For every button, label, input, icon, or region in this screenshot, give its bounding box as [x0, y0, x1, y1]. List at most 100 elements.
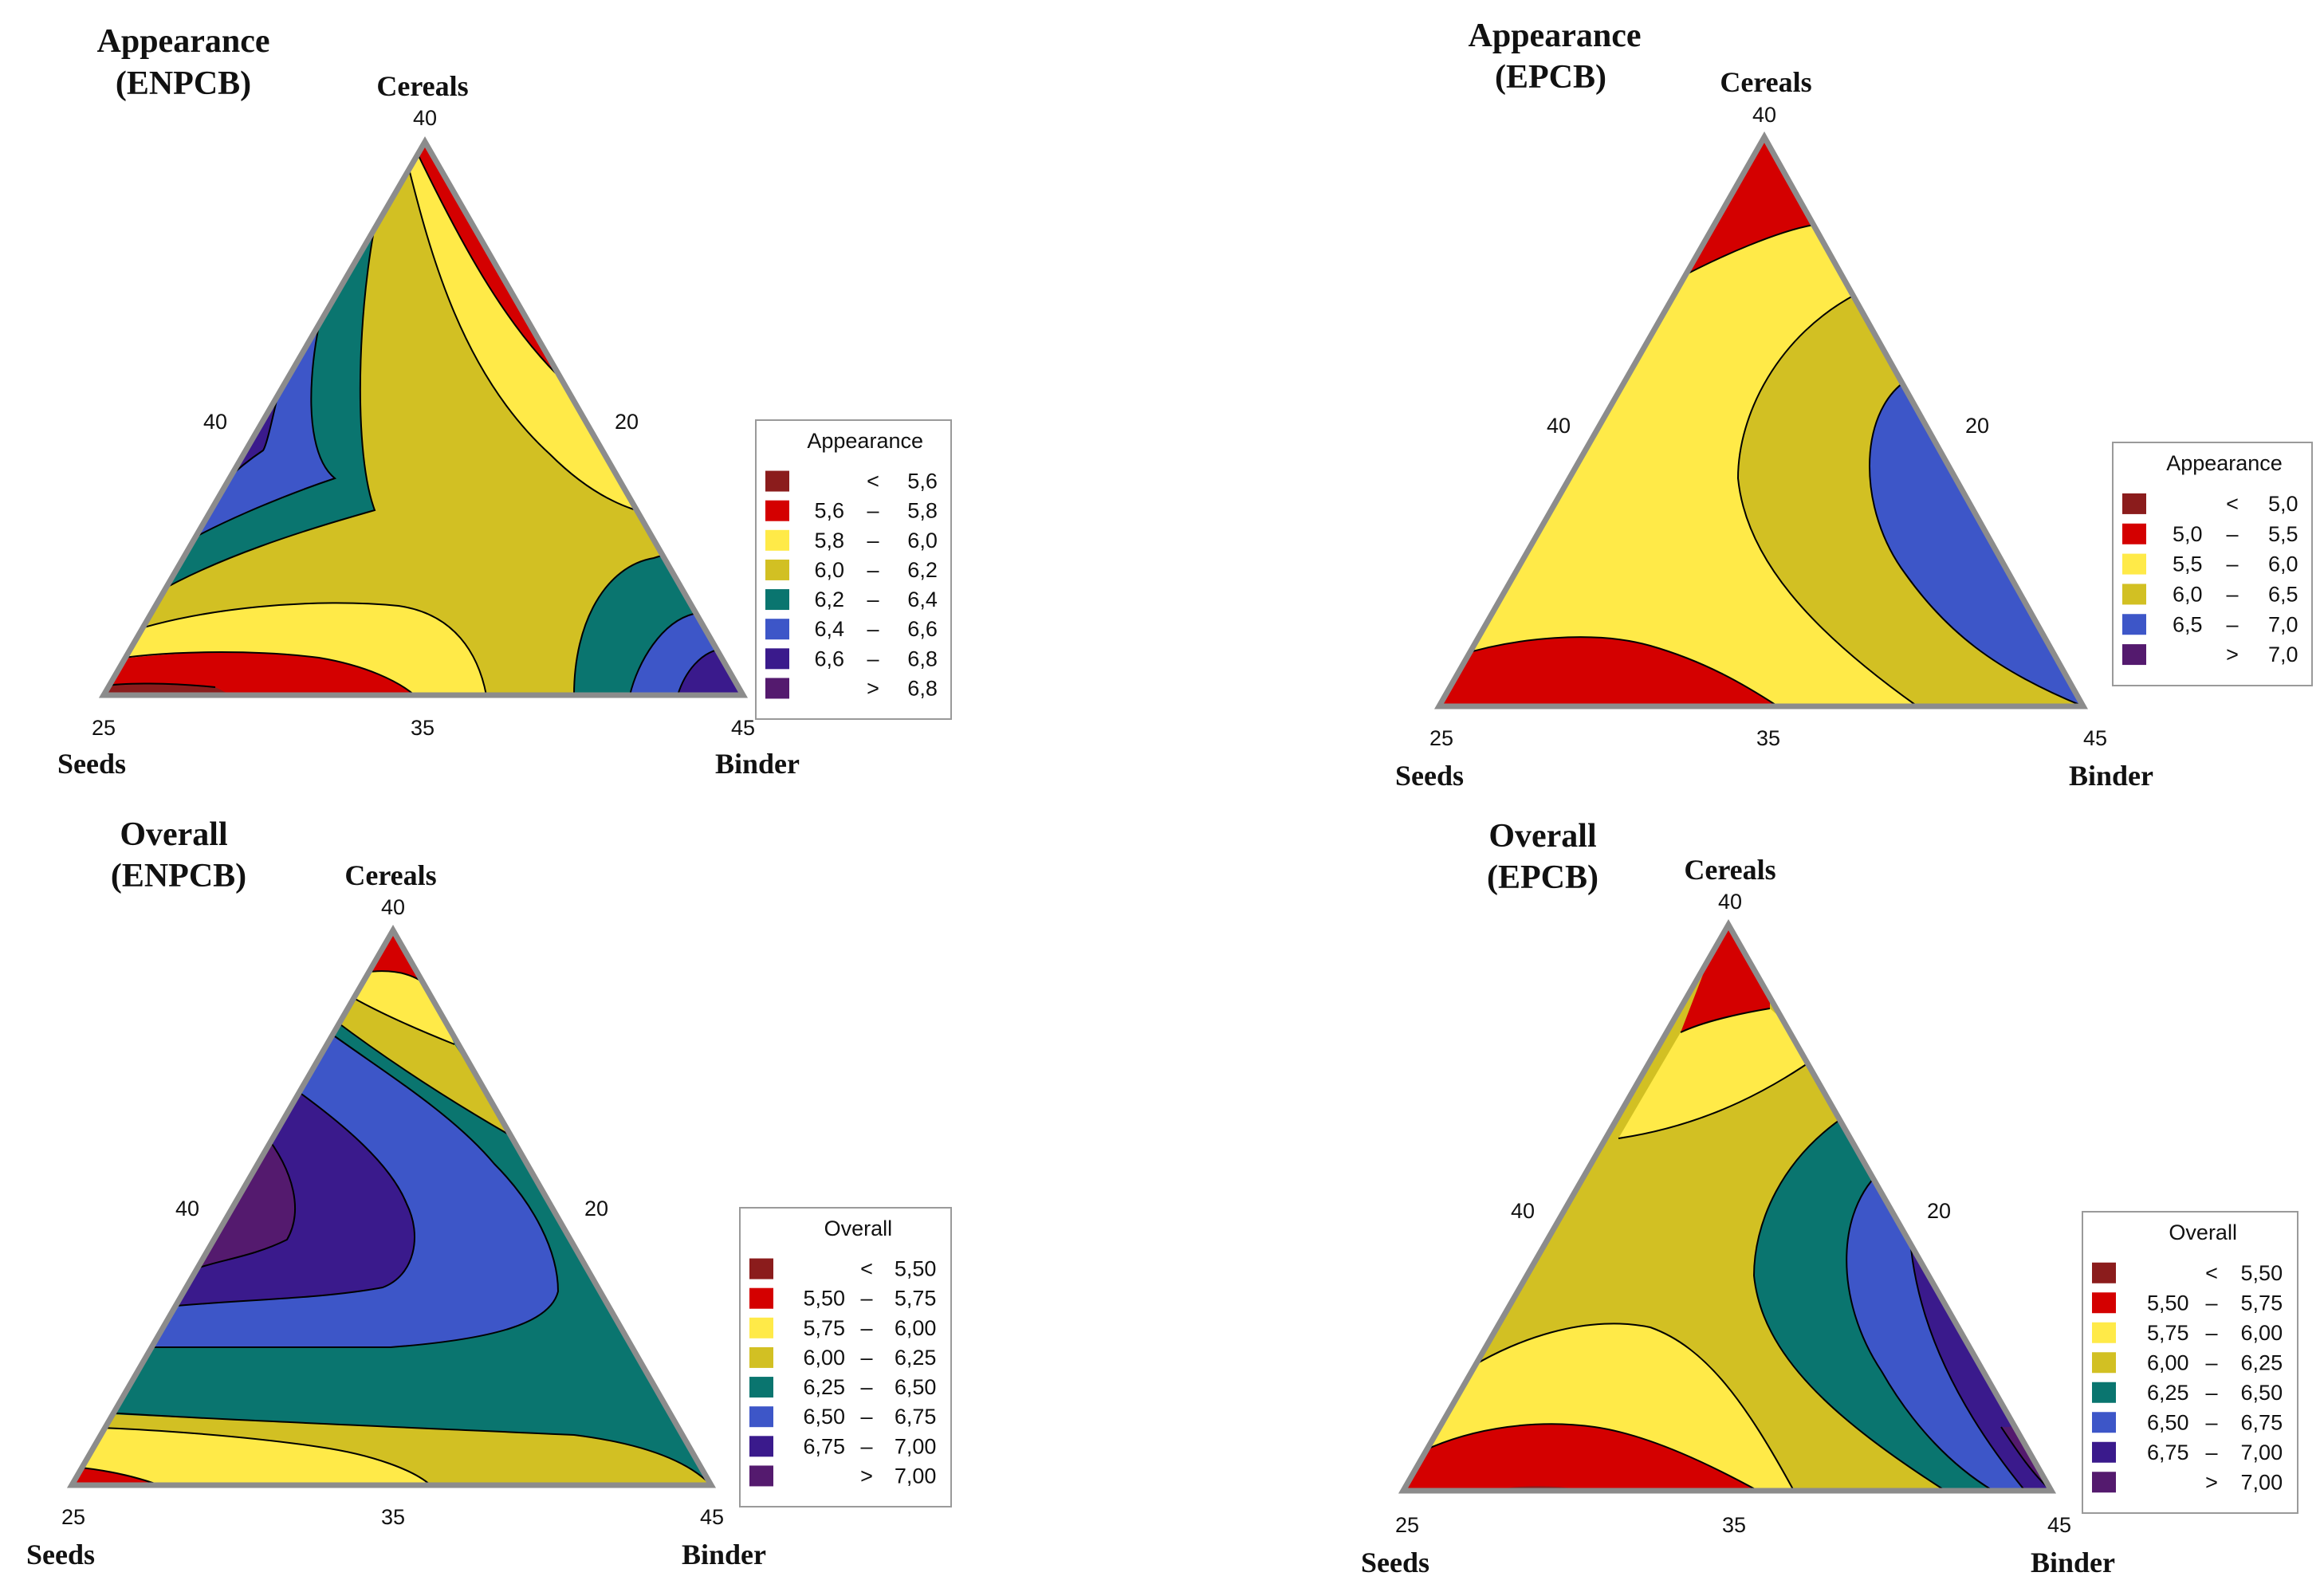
legend-swatch-blue [765, 619, 789, 640]
vertex-label-top: Cereals [1720, 66, 1811, 98]
contour-line [104, 1036, 560, 1349]
region-olive-lower [72, 1411, 711, 1485]
contour-line [1618, 1053, 1823, 1139]
panel-overall-enpcb: Overall (ENPCB) Cereals 40 40 [26, 816, 952, 1570]
legend-entry-high: 6,75 [2241, 1410, 2283, 1434]
legend-entry-op: – [2226, 582, 2238, 606]
contour-line [334, 1020, 519, 1141]
contour-field [72, 930, 711, 1485]
region-red-lower [1403, 1424, 1758, 1491]
tick-top: 40 [413, 106, 437, 130]
legend-entry-op: – [867, 588, 879, 611]
tick-left-edge: 40 [1511, 1199, 1535, 1223]
legend-entry-high: 7,00 [2241, 1441, 2283, 1464]
legend-entry-high: 7,00 [895, 1434, 937, 1458]
legend-entry-low: 5,75 [2147, 1321, 2189, 1345]
contour-line [1752, 1107, 1946, 1491]
legend-entry-op: > [2205, 1470, 2218, 1494]
legend-title: Appearance [2166, 451, 2283, 475]
tick-top: 40 [1718, 890, 1742, 914]
legend-entry-op: < [867, 470, 879, 493]
contour-line [1869, 380, 2083, 706]
legend-entry-low: 6,75 [804, 1434, 846, 1458]
contour-field [104, 142, 743, 695]
legend-entry-op: – [867, 529, 879, 552]
legend-entry-high: 6,2 [907, 558, 938, 582]
panel-appearance-enpcb: Appearance (ENPCB) Cereals 40 [57, 23, 952, 780]
vertex-label-right: Binder [2069, 760, 2153, 792]
legend-entry-op: – [860, 1316, 872, 1340]
legend-swatch-blue [2122, 614, 2146, 635]
contour-line [350, 996, 455, 1045]
legend-swatch-indigo [2092, 1441, 2116, 1463]
tick-bottom-mid: 35 [1756, 726, 1780, 750]
panel-title-line1: Appearance [1469, 18, 1642, 54]
contour-line [1846, 1163, 1994, 1491]
legend-swatch-red [2092, 1292, 2116, 1314]
legend-entry-op: – [860, 1375, 872, 1399]
contour-line [79, 1410, 711, 1485]
legend-entry-high: 7,0 [2268, 612, 2298, 636]
legend-swatch-purple [2092, 1472, 2116, 1493]
legend-entry-low: 6,5 [2173, 612, 2203, 636]
legend-swatch-blue [2092, 1412, 2116, 1433]
vertex-label-top: Cereals [344, 859, 436, 891]
contour-line [1680, 1008, 1771, 1033]
legend-entry-op: – [860, 1346, 872, 1370]
legend-entry-op: – [2205, 1381, 2217, 1405]
legend-entry-high: 6,8 [907, 647, 938, 670]
panel-title-line1: Appearance [97, 23, 270, 60]
contour-line [104, 651, 415, 695]
legend-entry-high: 6,25 [895, 1346, 937, 1370]
legend: Overall< 5,505,50–5,755,75–6,006,00–6,256… [2082, 1211, 2298, 1514]
legend-box [2082, 1211, 2298, 1514]
panel-title-line1: Overall [120, 816, 227, 853]
legend-swatch-yellow [749, 1317, 773, 1338]
legend-entry-op: – [2205, 1350, 2217, 1374]
panel-title-line1: Overall [1488, 818, 1596, 855]
legend-entry-low: 6,0 [815, 558, 845, 582]
legend-entry-op: > [2226, 643, 2239, 666]
tick-top: 40 [381, 895, 405, 919]
legend-swatch-dark_red [765, 470, 789, 492]
contour-line [72, 1466, 160, 1485]
legend-swatch-teal [2092, 1382, 2116, 1403]
legend-entry-op: – [867, 617, 879, 641]
legend-entry-high: 5,0 [2268, 492, 2298, 516]
contour-line [629, 613, 694, 695]
legend-entry-low: 6,6 [815, 647, 845, 670]
legend-swatch-purple [2122, 644, 2146, 666]
legend-swatch-red [749, 1287, 773, 1309]
legend-entry-op: – [2226, 522, 2238, 546]
ternary-triangle [1398, 918, 2057, 1494]
legend: Appearance< 5,05,0–5,55,5–6,06,0–6,56,5–7… [2112, 442, 2313, 686]
legend-swatch-red [2122, 523, 2146, 544]
region-olive-top [335, 996, 518, 1140]
legend-entry-low: 5,5 [2173, 552, 2203, 576]
tick-bottom-right: 45 [731, 716, 755, 740]
legend-entry-high: 6,8 [907, 676, 938, 700]
legend-swatch-dark_red [2122, 493, 2146, 514]
legend-entry-low: 5,50 [804, 1287, 846, 1311]
legend-entry-low: 6,50 [2147, 1410, 2189, 1434]
legend-entry-high: 6,0 [907, 529, 938, 552]
panel-appearance-epcb: Appearance (EPCB) Cereals 40 40 20 25 35… [1395, 18, 2313, 792]
legend-entry-high: 5,50 [2241, 1261, 2283, 1285]
ternary-triangle [1433, 131, 2088, 709]
legend-entry-op: < [860, 1257, 873, 1281]
contour-line [1458, 636, 1779, 706]
legend-title: Overall [824, 1217, 893, 1240]
tick-bottom-right: 45 [2083, 726, 2107, 750]
legend-swatch-purple [765, 678, 789, 699]
vertex-label-top: Cereals [1684, 854, 1775, 886]
legend-entry-op: > [860, 1464, 873, 1488]
legend-swatch-blue [749, 1406, 773, 1428]
legend-title: Appearance [807, 429, 923, 453]
contour-line [72, 1426, 431, 1485]
ternary-triangle [66, 924, 717, 1488]
legend-swatch-olive [765, 559, 789, 580]
vertex-label-right: Binder [715, 748, 800, 780]
vertex-label-left: Seeds [26, 1539, 95, 1570]
legend-entry-high: 5,75 [2241, 1291, 2283, 1315]
contour-line [1434, 1323, 1795, 1491]
